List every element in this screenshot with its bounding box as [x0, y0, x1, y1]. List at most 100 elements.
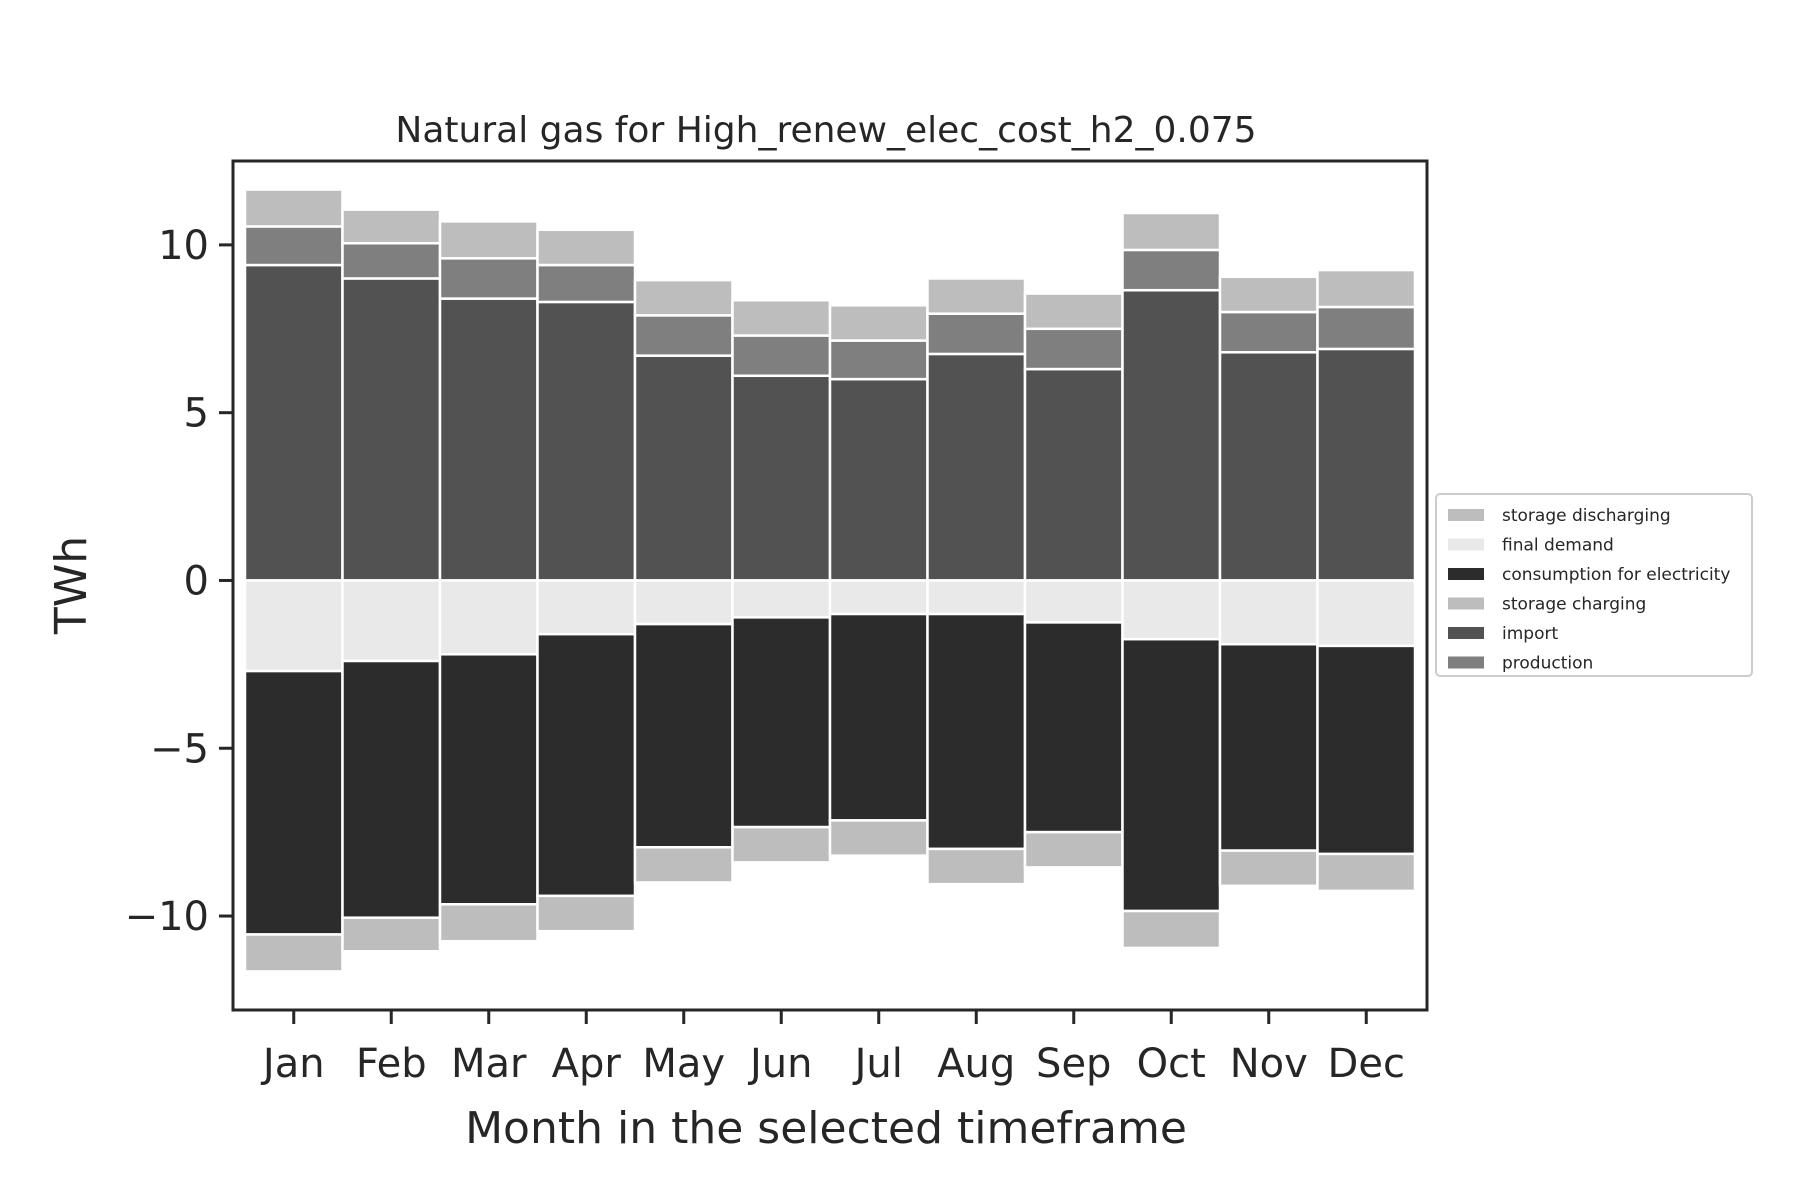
bar-import-nov: [1218, 351, 1319, 582]
y-tick-label: 10: [158, 223, 209, 269]
bar-consumption-for-electricity-jul: [828, 612, 929, 822]
bar-storage-discharging-jan: [243, 188, 344, 228]
bar-import-feb: [341, 277, 442, 582]
x-tick-label-nov: Nov: [1230, 1041, 1308, 1087]
bar-storage-discharging-dec: [1316, 268, 1417, 309]
legend: storage discharging final demand consumpti…: [1435, 493, 1753, 677]
bar-consumption-for-electricity-nov: [1218, 642, 1319, 852]
bar-import-apr: [536, 300, 637, 582]
bar-storage-discharging-jul: [828, 304, 929, 342]
bar-storage-discharging-aug: [926, 277, 1027, 315]
legend-label-storage-charging: storage charging: [1502, 595, 1646, 615]
y-tick-label: −5: [150, 726, 209, 772]
bar-storage-charging-apr: [536, 894, 637, 933]
bar-storage-charging-sep: [1023, 830, 1124, 869]
x-tick-label-sep: Sep: [1036, 1041, 1111, 1087]
bar-import-jun: [731, 374, 832, 582]
bar-storage-discharging-mar: [438, 220, 539, 260]
bar-production-nov: [1218, 310, 1319, 354]
bar-import-may: [633, 354, 734, 582]
bar-import-oct: [1121, 288, 1222, 582]
bar-import-sep: [1023, 367, 1124, 582]
bar-consumption-for-electricity-dec: [1316, 644, 1417, 856]
legend-label-consumption-for-electricity: consumption for electricity: [1502, 565, 1730, 585]
bar-production-aug: [926, 312, 1027, 356]
bar-consumption-for-electricity-mar: [438, 653, 539, 906]
bar-production-may: [633, 314, 734, 357]
legend-swatch-import: [1448, 627, 1484, 639]
bar-storage-discharging-jun: [731, 299, 832, 337]
bar-consumption-for-electricity-jan: [243, 669, 344, 936]
x-tick-label-may: May: [642, 1041, 725, 1087]
bar-production-jul: [828, 339, 929, 381]
y-axis: 10 5 0 −5 −10: [125, 223, 233, 940]
legend-swatch-storage-discharging: [1448, 509, 1484, 521]
bar-final-demand-may: [633, 579, 734, 626]
legend-swatch-final-demand: [1448, 538, 1484, 551]
bar-final-demand-apr: [536, 579, 637, 636]
bar-final-demand-oct: [1121, 579, 1222, 641]
bar-storage-discharging-nov: [1218, 275, 1319, 314]
bar-production-mar: [438, 257, 539, 300]
y-axis-label: TWh: [46, 536, 97, 635]
bar-import-mar: [438, 297, 539, 582]
legend-swatch-consumption-for-electricity: [1448, 568, 1484, 580]
bar-consumption-for-electricity-jun: [731, 616, 832, 829]
bar-consumption-for-electricity-apr: [536, 632, 637, 898]
bar-storage-charging-nov: [1218, 849, 1319, 888]
bar-final-demand-jun: [731, 579, 832, 619]
bar-final-demand-jan: [243, 579, 344, 673]
bar-storage-charging-feb: [341, 916, 442, 953]
legend-label-import: import: [1502, 624, 1558, 644]
bar-import-jan: [243, 263, 344, 582]
x-tick-label-jun: Jun: [747, 1041, 813, 1087]
bar-consumption-for-electricity-aug: [926, 612, 1027, 851]
bars-layer: [243, 188, 1417, 973]
legend-swatch-production: [1448, 656, 1484, 669]
bar-storage-charging-dec: [1316, 852, 1417, 893]
bar-storage-charging-oct: [1121, 909, 1222, 950]
x-tick-label-oct: Oct: [1137, 1041, 1206, 1087]
x-tick-label-dec: Dec: [1328, 1041, 1405, 1087]
bar-import-dec: [1316, 347, 1417, 582]
bar-production-dec: [1316, 305, 1417, 351]
bar-production-apr: [536, 263, 637, 304]
bar-production-sep: [1023, 327, 1124, 371]
bar-final-demand-mar: [438, 579, 539, 656]
legend-label-production: production: [1502, 654, 1593, 674]
bar-import-aug: [926, 352, 1027, 582]
bar-production-feb: [341, 241, 442, 280]
bar-storage-charging-jul: [828, 819, 929, 857]
bar-consumption-for-electricity-may: [633, 622, 734, 849]
bar-import-jul: [828, 377, 929, 582]
bar-final-demand-aug: [926, 579, 1027, 616]
chart-title: Natural gas for High_renew_elec_cost_h2_…: [395, 110, 1256, 151]
bar-final-demand-sep: [1023, 579, 1124, 624]
y-tick-label: 0: [184, 558, 209, 604]
bar-consumption-for-electricity-oct: [1121, 637, 1222, 913]
bar-final-demand-feb: [341, 579, 442, 663]
x-axis: Jan Feb Mar Apr May Jun Jul Aug Sep Oct Nov Dec: [260, 1010, 1405, 1087]
legend-frame: [1435, 493, 1753, 677]
bar-storage-charging-may: [633, 845, 734, 884]
legend-label-storage-discharging: storage discharging: [1502, 506, 1671, 526]
x-tick-label-feb: Feb: [356, 1041, 427, 1087]
bar-final-demand-nov: [1218, 579, 1319, 646]
bar-storage-discharging-feb: [341, 208, 442, 245]
bar-production-jun: [731, 334, 832, 378]
bar-production-oct: [1121, 248, 1222, 292]
x-tick-label-apr: Apr: [552, 1041, 622, 1087]
bar-storage-charging-mar: [438, 903, 539, 943]
x-tick-label-jan: Jan: [260, 1041, 325, 1087]
bar-production-jan: [243, 225, 344, 267]
bar-storage-discharging-apr: [536, 228, 637, 267]
x-axis-label: Month in the selected timeframe: [465, 1103, 1187, 1154]
plot-area-frame: [231, 159, 1429, 1012]
x-tick-label-jul: Jul: [852, 1041, 903, 1087]
x-tick-label-aug: Aug: [937, 1041, 1015, 1087]
bar-consumption-for-electricity-sep: [1023, 621, 1124, 834]
bar-storage-charging-jun: [731, 825, 832, 864]
y-tick-label: −10: [125, 894, 209, 940]
legend-swatch-storage-charging: [1448, 597, 1484, 610]
